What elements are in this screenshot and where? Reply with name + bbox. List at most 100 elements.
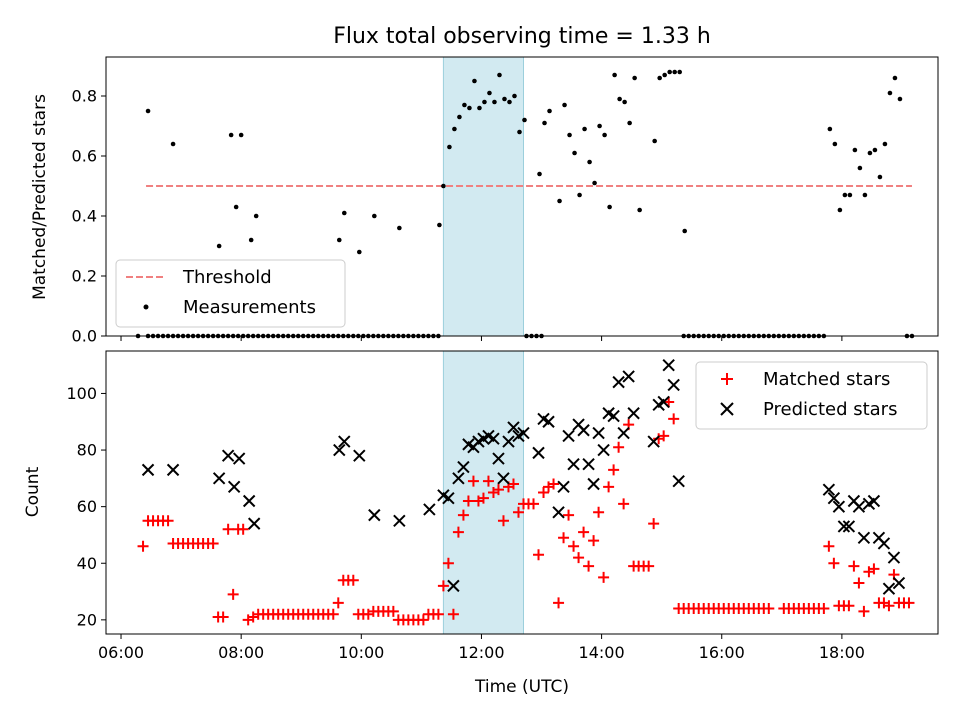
matched-star-point (558, 532, 570, 544)
xtick-label: 18:00 (819, 643, 865, 662)
chart-title: Flux total observing time = 1.33 h (333, 24, 711, 49)
xtick-label: 14:00 (579, 643, 625, 662)
measurement-point (482, 99, 487, 105)
matched-star-point (387, 605, 399, 617)
measurement-point (897, 96, 903, 102)
top-ytick-label: 0.2 (72, 267, 97, 286)
predicted-star-point (457, 460, 470, 474)
measurement-point (238, 132, 244, 138)
matched-star-point (207, 537, 219, 549)
measurement-point (542, 120, 547, 126)
bottom-y-axis-label: Count (23, 466, 43, 517)
measurement-point (627, 120, 632, 126)
measurement-point (517, 129, 522, 135)
matched-star-point (417, 614, 429, 626)
measurement-point (852, 147, 858, 153)
legend-measurements-label: Measurements (183, 297, 316, 318)
matched-star-point (618, 498, 630, 510)
predicted-star-point (507, 421, 520, 434)
predicted-star-point (333, 443, 346, 457)
predicted-star-point (227, 480, 241, 494)
matched-star-point (563, 509, 575, 521)
measurement-point (492, 99, 497, 105)
matched-star-point (598, 571, 610, 583)
predicted-star-point (882, 582, 896, 595)
top-ytick-label: 0.0 (72, 327, 97, 346)
measurement-point (341, 210, 347, 216)
matched-star-point (437, 580, 449, 592)
predicted-star-point (592, 426, 605, 440)
measurement-point (657, 75, 662, 81)
predicted-star-point (353, 449, 366, 462)
predicted-star-point (452, 472, 465, 485)
matched-star-point (658, 430, 670, 442)
measurement-point (672, 69, 677, 75)
matched-star-point (648, 518, 660, 530)
predicted-star-point (842, 520, 856, 533)
bottom-legend: Matched stars Predicted stars (695, 361, 928, 430)
predicted-star-point (892, 576, 906, 590)
measurement-point (577, 192, 582, 198)
matched-star-point (828, 557, 840, 569)
measurement-point (857, 165, 863, 171)
measurement-point (447, 144, 452, 150)
matched-star-point (533, 549, 545, 561)
top-panel: 0.0 0.2 0.4 0.6 0.8 (72, 56, 939, 346)
measurement-point (682, 228, 687, 234)
matched-star-point (588, 535, 600, 547)
measurement-point (145, 108, 151, 114)
predicted-star-point (577, 424, 590, 437)
matched-star-point (568, 540, 580, 552)
x-axis-label: Time (UTC) (474, 677, 569, 697)
predicted-star-point (827, 491, 841, 505)
xtick-label: 16:00 (699, 643, 745, 662)
measurement-point (248, 237, 254, 243)
measurement-point (228, 132, 234, 138)
measurement-point (862, 192, 868, 198)
bottom-ytick-label: 80 (77, 441, 97, 460)
xtick-label: 10:00 (338, 643, 384, 662)
matched-star-point (462, 495, 474, 507)
matched-star-point (578, 526, 590, 538)
matched-star-point (843, 600, 855, 612)
measurement-point (357, 249, 362, 255)
top-observing-window (442, 56, 525, 337)
matched-star-point (347, 574, 359, 586)
matched-star-point (217, 611, 229, 623)
predicted-star-point (837, 520, 851, 533)
measurement-point (877, 174, 883, 180)
legend-predicted-label: Predicted stars (763, 399, 897, 420)
measurement-point (216, 243, 222, 249)
predicted-star-point (617, 426, 630, 440)
predicted-star-point (247, 517, 261, 530)
measurement-point (233, 204, 239, 210)
predicted-star-point (877, 537, 891, 550)
predicted-star-point (662, 358, 675, 372)
measurement-point (842, 192, 848, 198)
bottom-ytick-label: 60 (77, 497, 97, 516)
measurement-point (452, 126, 457, 132)
measurement-point (557, 198, 562, 204)
measurement-point (562, 102, 567, 108)
bottom-observing-window (442, 350, 525, 635)
predicted-star-point (552, 506, 565, 519)
measurement-point (497, 72, 502, 78)
predicted-star-point (368, 508, 381, 522)
measurement-point (467, 105, 472, 111)
predicted-star-point (423, 503, 436, 516)
matched-star-point (227, 588, 239, 600)
predicted-star-point (887, 551, 901, 564)
matched-star-point (492, 484, 504, 496)
top-legend: Threshold Measurements (115, 259, 346, 328)
measurement-point (537, 171, 542, 177)
matched-star-point (432, 608, 444, 620)
legend-matched-swatch (721, 373, 733, 385)
measurement-point (602, 132, 607, 138)
top-y-axis-label: Matched/Predicted stars (30, 94, 50, 300)
matched-star-point (162, 515, 174, 527)
predicted-star-point (597, 443, 610, 457)
matched-star-point (482, 475, 494, 487)
measurement-point (592, 180, 597, 186)
predicted-star-point (442, 491, 455, 505)
